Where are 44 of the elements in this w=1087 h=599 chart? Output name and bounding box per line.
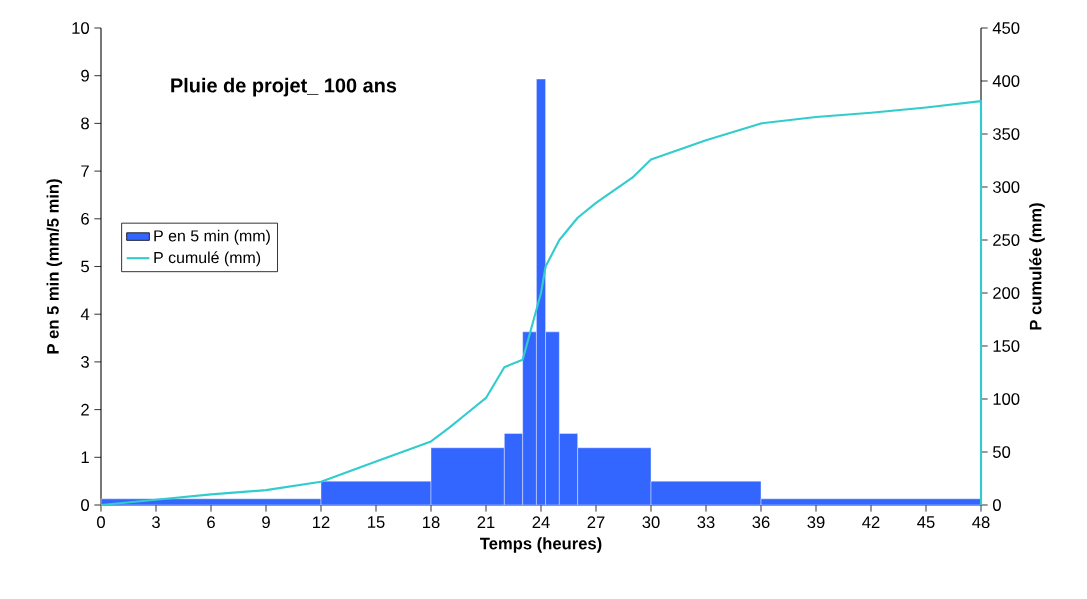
y2-tick-label: 450 bbox=[992, 22, 1020, 34]
x-tick-label: 42 bbox=[862, 516, 880, 528]
x-tick-label: 12 bbox=[313, 516, 330, 528]
y-tick-label: 4 bbox=[80, 308, 90, 320]
x-tick-label: 24 bbox=[532, 516, 550, 528]
legend-label: P cumulé (mm) bbox=[154, 251, 261, 267]
y2-tick-label: 50 bbox=[993, 446, 1011, 458]
x-tick-label: 27 bbox=[587, 516, 605, 528]
x-tick-label: 39 bbox=[807, 516, 825, 529]
y-tick-label: 7 bbox=[81, 165, 89, 177]
x-tick-label: 36 bbox=[752, 516, 770, 529]
y2-tick-label: 100 bbox=[993, 393, 1020, 405]
y2-tick-label: 250 bbox=[993, 234, 1020, 246]
x-tick-label: 0 bbox=[97, 516, 105, 529]
y-tick-label: 6 bbox=[81, 212, 89, 225]
y-tick-label: 2 bbox=[81, 403, 89, 416]
x-tick-label: 3 bbox=[152, 516, 160, 529]
x-tick-label: 48 bbox=[972, 516, 990, 529]
y2-tick-label: 150 bbox=[993, 340, 1020, 352]
y-tick-label: 3 bbox=[81, 356, 89, 368]
x-tick-label: 33 bbox=[697, 516, 715, 529]
x-tick-label: 18 bbox=[423, 516, 440, 529]
x-axis-title: Temps (heures) bbox=[479, 537, 602, 553]
x-tick-label: 30 bbox=[642, 516, 660, 529]
y2-tick-label: 0 bbox=[992, 499, 1001, 511]
legend-label: P en 5 min (mm) bbox=[154, 229, 270, 245]
y-tick-label: 10 bbox=[72, 22, 90, 34]
y-tick-label: 0 bbox=[81, 499, 90, 511]
y2-tick-label: 400 bbox=[992, 75, 1020, 87]
y-tick-label: 5 bbox=[81, 260, 89, 273]
y-tick-label: 1 bbox=[81, 451, 89, 464]
x-tick-label: 6 bbox=[207, 516, 215, 529]
y-tick-label: 9 bbox=[81, 69, 89, 82]
y2-tick-label: 350 bbox=[992, 128, 1020, 140]
y2-axis-title: P cumulée (mm) bbox=[1029, 203, 1045, 330]
x-tick-label: 45 bbox=[917, 516, 935, 528]
x-tick-label: 15 bbox=[368, 516, 385, 528]
text: Pluie de projet_ 100 ans bbox=[171, 77, 397, 97]
y-axis-title: P en 5 min (mm/5 min) bbox=[46, 179, 63, 354]
y2-tick-label: 200 bbox=[993, 287, 1020, 299]
x-tick-label: 9 bbox=[262, 516, 270, 529]
y-tick-label: 8 bbox=[81, 117, 89, 130]
y2-tick-label: 300 bbox=[992, 181, 1020, 193]
x-tick-label: 21 bbox=[477, 516, 495, 528]
